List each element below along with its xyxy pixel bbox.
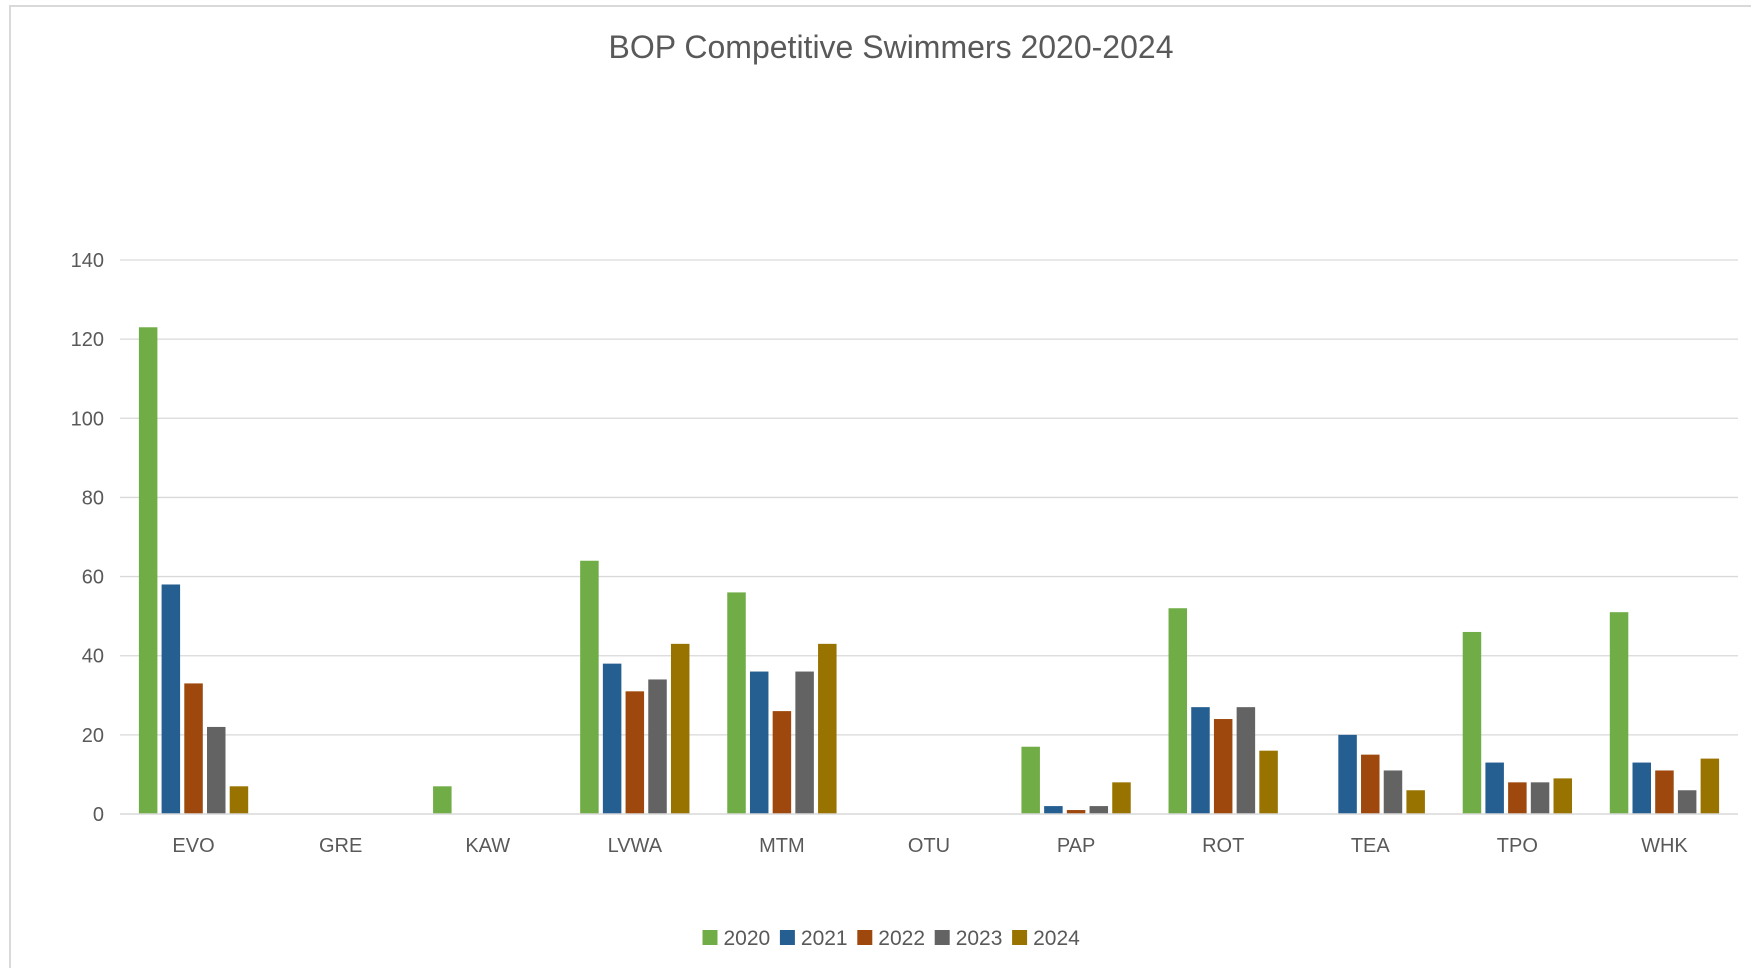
y-tick-label: 140 <box>71 250 104 272</box>
y-tick-label: 0 <box>93 804 104 826</box>
y-tick-label: 120 <box>71 329 104 351</box>
x-tick-label: EVO <box>172 835 214 857</box>
bar-tpo-2023 <box>1530 782 1550 814</box>
bar-rot-2021 <box>1191 707 1210 814</box>
bar-whk-2020 <box>1609 612 1629 814</box>
bar-whk-2023 <box>1677 790 1697 814</box>
x-axis-tick-labels: EVO GRE KAW LVWA MTM OTU PAP ROT TEA TPO WHK <box>172 835 1688 857</box>
bar-tea-2021 <box>1338 734 1357 814</box>
x-tick-label: WHK <box>1641 835 1688 857</box>
legend-item-2021[interactable]: 2021 <box>779 927 848 950</box>
legend-swatch <box>702 930 718 945</box>
bar-tea-2023 <box>1383 770 1403 814</box>
x-tick-label: OTU <box>908 835 950 857</box>
legend-item-2024[interactable]: 2024 <box>1012 927 1080 950</box>
x-tick-label: TPO <box>1497 835 1538 857</box>
bar-mtm-2023 <box>795 671 814 814</box>
bar-lvwa-2021 <box>602 663 622 814</box>
bar-tpo-2022 <box>1508 782 1527 814</box>
bar-pap-2023 <box>1089 806 1109 814</box>
legend-label: 2021 <box>801 927 848 950</box>
bars <box>138 327 1720 814</box>
bar-lvwa-2022 <box>625 691 645 814</box>
bar-tea-2022 <box>1361 754 1380 814</box>
legend-item-2022[interactable]: 2022 <box>857 927 925 950</box>
bar-pap-2022 <box>1066 810 1086 814</box>
bar-rot-2023 <box>1236 707 1256 814</box>
x-tick-label: ROT <box>1202 835 1244 857</box>
x-tick-label: KAW <box>465 835 510 857</box>
bar-rot-2024 <box>1259 750 1278 814</box>
bar-evo-2023 <box>206 726 226 814</box>
y-tick-label: 80 <box>82 487 104 509</box>
legend-swatch <box>857 930 873 945</box>
bar-tpo-2020 <box>1462 631 1482 814</box>
gridlines <box>120 259 1738 736</box>
x-tick-label: PAP <box>1057 835 1096 857</box>
bar-rot-2022 <box>1213 719 1233 814</box>
x-tick-label: GRE <box>319 835 362 857</box>
legend-item-2020[interactable]: 2020 <box>702 927 771 950</box>
bar-evo-2020 <box>138 327 158 814</box>
bar-kaw-2020 <box>433 786 452 814</box>
x-tick-label: TEA <box>1351 835 1391 857</box>
bar-pap-2020 <box>1021 746 1040 814</box>
legend-item-2023[interactable]: 2023 <box>934 927 1003 950</box>
legend-label: 2020 <box>724 927 771 950</box>
bar-lvwa-2023 <box>648 679 667 814</box>
bar-lvwa-2020 <box>580 560 599 814</box>
bar-lvwa-2024 <box>670 643 690 814</box>
bar-evo-2021 <box>161 584 181 814</box>
bar-tea-2024 <box>1406 790 1425 814</box>
legend-label: 2023 <box>956 927 1003 950</box>
legend-label: 2022 <box>878 927 925 950</box>
x-tick-label: LVWA <box>608 835 663 857</box>
legend-label: 2024 <box>1033 927 1080 950</box>
y-tick-label: 100 <box>71 408 104 430</box>
legend-swatch <box>934 930 950 945</box>
bar-rot-2020 <box>1168 608 1188 814</box>
bar-evo-2022 <box>184 683 203 814</box>
bar-tpo-2024 <box>1553 778 1573 814</box>
chart-frame <box>9 5 1751 968</box>
legend-swatch <box>1012 930 1028 945</box>
chart-title: BOP Competitive Swimmers 2020-2024 <box>609 29 1174 65</box>
bar-whk-2021 <box>1632 762 1652 814</box>
legend[interactable]: 2020 2021 2022 2023 2024 <box>702 927 1081 950</box>
legend-swatch <box>779 930 795 945</box>
y-axis-tick-labels: 0 20 40 60 80 100 120 140 <box>71 250 104 826</box>
bar-mtm-2022 <box>772 711 792 814</box>
bar-mtm-2024 <box>818 643 837 814</box>
y-tick-label: 20 <box>82 725 104 747</box>
bar-pap-2024 <box>1112 782 1131 814</box>
bar-whk-2022 <box>1655 770 1674 814</box>
y-tick-label: 60 <box>82 567 104 589</box>
bar-tpo-2021 <box>1485 762 1504 814</box>
bar-mtm-2020 <box>727 592 746 814</box>
x-tick-label: MTM <box>759 835 805 857</box>
bar-mtm-2021 <box>749 671 769 814</box>
bar-whk-2024 <box>1700 758 1720 814</box>
bar-pap-2021 <box>1044 806 1063 814</box>
bar-evo-2024 <box>229 786 249 814</box>
y-tick-label: 40 <box>82 646 104 668</box>
